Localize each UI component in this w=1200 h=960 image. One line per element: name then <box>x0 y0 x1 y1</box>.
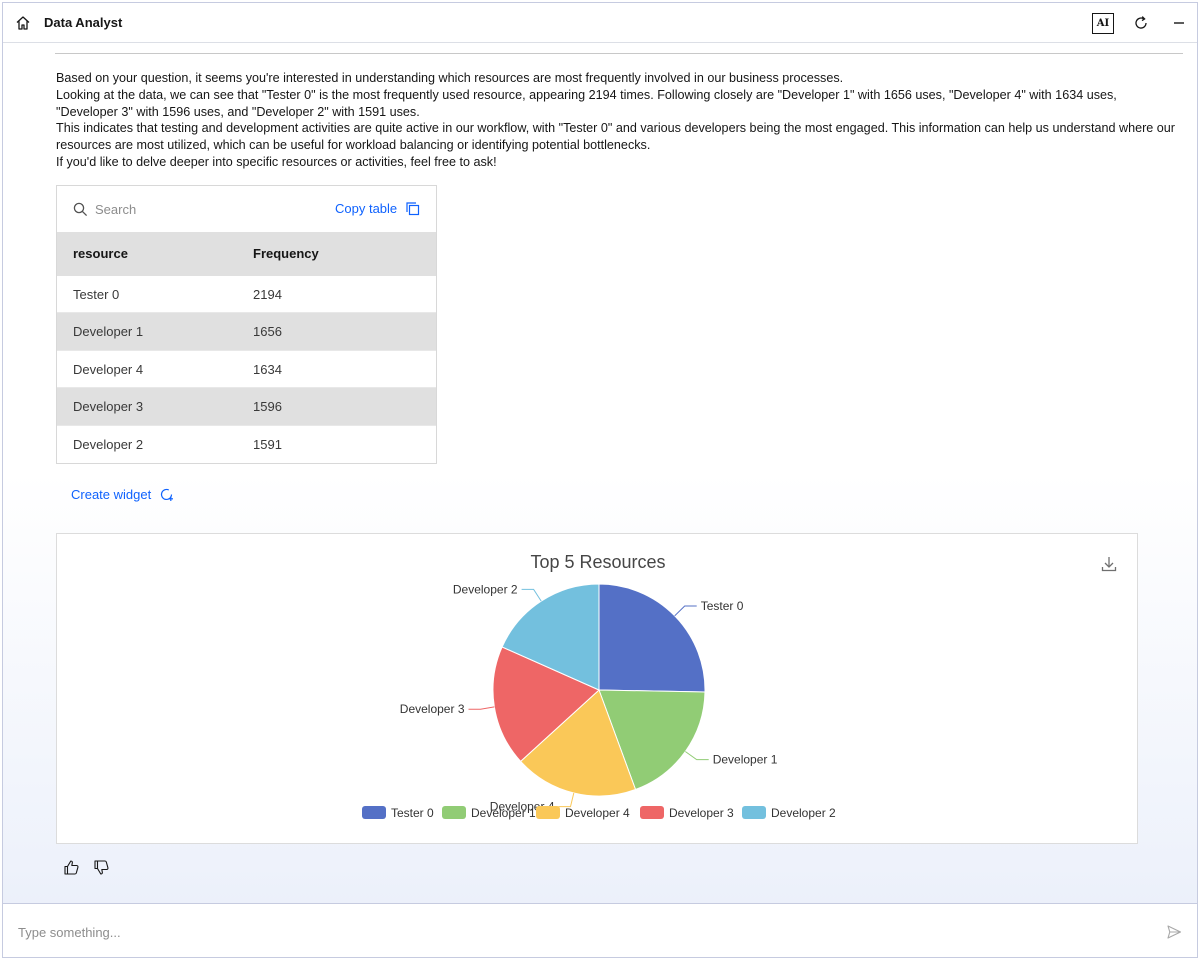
pie-slice[interactable] <box>501 583 600 691</box>
copy-icon <box>406 202 420 216</box>
home-icon[interactable] <box>14 14 32 32</box>
slice-label: Developer 3 <box>400 702 465 716</box>
legend-label: Developer 1 <box>471 806 536 820</box>
table-cell: 1591 <box>253 436 282 452</box>
table-cell: Developer 3 <box>73 399 144 415</box>
chat-input[interactable] <box>18 921 1118 943</box>
slice-leader-line <box>674 605 697 617</box>
table-cell: 1656 <box>253 324 282 340</box>
legend-swatch <box>742 806 766 819</box>
assistant-message: Based on your question, it seems you're … <box>56 70 1176 171</box>
message-paragraph: Based on your question, it seems you're … <box>56 71 844 85</box>
table-row: Developer 1 1656 <box>57 313 436 351</box>
slice-leader-line <box>685 751 709 761</box>
table-cell: 2194 <box>253 287 282 302</box>
slice-label: Developer 1 <box>713 753 778 767</box>
legend-label: Developer 4 <box>565 806 630 820</box>
data-table: Copy table resource Frequency Tester 0 2… <box>56 185 437 464</box>
thumbs-up-icon[interactable] <box>63 859 80 876</box>
legend-item[interactable]: Developer 2 <box>742 806 836 820</box>
send-icon[interactable] <box>1166 924 1182 940</box>
table-row: Tester 0 2194 <box>57 276 436 314</box>
refresh-icon[interactable] <box>1133 15 1149 31</box>
table-toolbar: Copy table <box>57 186 436 232</box>
table-cell: Developer 2 <box>73 436 144 452</box>
ai-badge-icon[interactable]: AI <box>1092 13 1114 34</box>
copy-table-button[interactable]: Copy table <box>335 201 420 216</box>
legend-swatch <box>640 806 664 819</box>
create-widget-label: Create widget <box>71 487 152 502</box>
table-cell: Developer 4 <box>73 361 144 377</box>
legend-item[interactable]: Tester 0 <box>362 806 434 820</box>
pie-slice[interactable] <box>598 583 706 693</box>
table-cell: Tester 0 <box>73 287 120 302</box>
message-paragraph: If you'd like to delve deeper into speci… <box>56 154 497 169</box>
table-header: resource Frequency <box>57 232 436 276</box>
thumbs-down-icon[interactable] <box>93 859 110 876</box>
create-widget-icon <box>161 488 174 501</box>
slice-label: Developer 2 <box>453 582 518 596</box>
legend-item[interactable]: Developer 1 <box>442 806 536 820</box>
message-paragraph: Looking at the data, we can see that "Te… <box>56 87 1117 119</box>
table-body: Tester 0 2194 Developer 1 1656 Developer… <box>57 276 436 463</box>
app-title: Data Analyst <box>44 15 123 30</box>
slice-label: Tester 0 <box>701 599 744 613</box>
legend-swatch <box>362 806 386 819</box>
legend-item[interactable]: Developer 4 <box>536 806 630 820</box>
pie-slice[interactable] <box>519 689 637 797</box>
table-search-input[interactable] <box>95 199 285 219</box>
download-icon[interactable] <box>1100 555 1118 573</box>
slice-leader-line <box>521 588 542 602</box>
table-row: Developer 3 1596 <box>57 388 436 426</box>
message-paragraph: This indicates that testing and developm… <box>56 121 1175 153</box>
chat-input-bar <box>3 903 1197 957</box>
column-header-resource[interactable]: resource <box>73 246 128 261</box>
pie-slice[interactable] <box>598 689 706 791</box>
legend-label: Developer 2 <box>771 806 836 820</box>
legend-swatch <box>442 806 466 819</box>
create-widget-button[interactable]: Create widget <box>71 487 174 502</box>
slice-leader-line <box>558 792 575 808</box>
pie-slice[interactable] <box>492 646 600 763</box>
chart-title: Top 5 Resources <box>530 552 666 572</box>
table-cell: 1634 <box>253 361 282 377</box>
legend-item[interactable]: Developer 3 <box>640 806 734 820</box>
top-bar: Data Analyst AI <box>3 3 1197 43</box>
legend-swatch <box>536 806 560 819</box>
chart-widget: Top 5 Resources Tester 0 Developer 1 Devel… <box>56 533 1138 844</box>
search-icon <box>73 202 88 217</box>
slice-leader-line <box>468 706 495 710</box>
table-row: Developer 2 1591 <box>57 426 436 463</box>
column-header-frequency[interactable]: Frequency <box>253 246 319 261</box>
pie-chart: Tester 0 Developer 1 Developer 4 Developer … <box>362 582 836 820</box>
legend-label: Developer 3 <box>669 806 734 820</box>
divider <box>55 53 1183 54</box>
table-cell: Developer 1 <box>73 324 144 340</box>
table-cell: 1596 <box>253 399 282 415</box>
table-row: Developer 4 1634 <box>57 351 436 389</box>
minimize-icon[interactable] <box>1171 15 1187 31</box>
copy-table-label: Copy table <box>335 201 398 216</box>
legend-label: Tester 0 <box>391 806 434 820</box>
